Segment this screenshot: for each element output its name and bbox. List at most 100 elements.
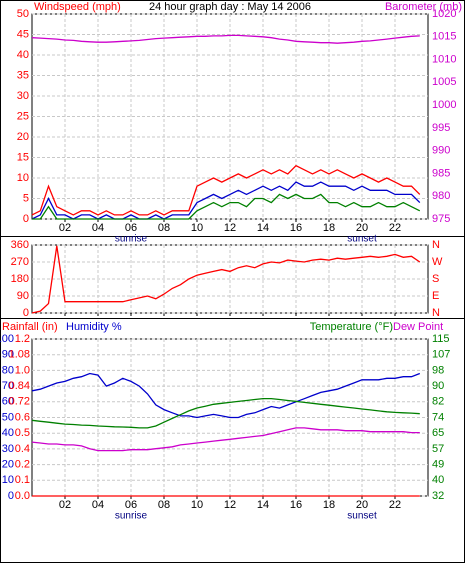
y2-tick-label: 49 <box>432 459 444 471</box>
series-line <box>31 245 421 314</box>
y2-tick-label: 90 <box>432 380 444 392</box>
y2-tick-label: 74 <box>432 411 444 423</box>
x-tick-label: 10 <box>191 499 203 511</box>
series-line <box>31 164 421 216</box>
legend-label: Rainfall (in) <box>2 321 58 333</box>
y-tick-label: 360 <box>11 239 29 251</box>
y-axis-label: Windspeed (mph) <box>34 1 121 13</box>
y-tick-label: 270 <box>11 256 29 268</box>
y-tick-label: 20 <box>2 459 14 471</box>
y3-tick-label: 0.2 <box>15 459 30 471</box>
x-tick-label: 20 <box>356 222 368 234</box>
x-tick-label: 12 <box>224 499 236 511</box>
y-tick-label: 0 <box>8 490 14 502</box>
y3-tick-label: 0.0 <box>15 490 30 502</box>
x-tick-label: 14 <box>257 222 269 234</box>
y2-axis-label: Barometer (mb) <box>385 1 462 13</box>
y2-tick-label: N <box>432 307 440 319</box>
y2-tick-label: 1015 <box>432 31 456 43</box>
chart-title: 24 hour graph day : May 14 2006 <box>149 1 311 13</box>
x-tick-label: 14 <box>257 499 269 511</box>
y3-tick-label: 1.2 <box>15 333 30 345</box>
y2-tick-label: 115 <box>432 333 450 345</box>
y2-tick-label: 107 <box>432 349 450 361</box>
y-tick-label: 90 <box>17 290 29 302</box>
y-tick-label: 10 <box>17 172 29 184</box>
annotation: sunset <box>347 234 377 245</box>
series-line <box>31 34 420 44</box>
y-tick-label: 50 <box>17 8 29 20</box>
y2-tick-label: 990 <box>432 145 450 157</box>
x-tick-label: 22 <box>389 499 401 511</box>
y2-tick-label: 57 <box>432 443 444 455</box>
legend-label: Temperature (°F) <box>310 321 393 333</box>
y3-tick-label: 0.5 <box>15 427 30 439</box>
y-tick-label: 50 <box>2 411 14 423</box>
y-tick-label: 0 <box>23 307 29 319</box>
series-line <box>31 427 420 452</box>
annotation: sunrise <box>115 511 148 522</box>
y3-tick-label: 0.84 <box>9 380 30 392</box>
y2-tick-label: 32 <box>432 490 444 502</box>
x-tick-label: 16 <box>290 499 302 511</box>
x-tick-label: 02 <box>59 222 71 234</box>
y-tick-label: 25 <box>17 110 29 122</box>
y3-tick-label: 0.1 <box>15 474 30 486</box>
y-tick-label: 60 <box>2 396 14 408</box>
y-tick-label: 20 <box>17 131 29 143</box>
y-tick-label: 10 <box>2 474 14 486</box>
annotation: sunset <box>347 511 377 522</box>
x-tick-label: 16 <box>290 222 302 234</box>
series-line <box>31 181 421 220</box>
y2-tick-label: 980 <box>432 190 450 202</box>
x-tick-label: 18 <box>323 499 335 511</box>
y-tick-label: 40 <box>2 427 14 439</box>
x-tick-label: 06 <box>125 499 137 511</box>
x-tick-label: 08 <box>158 499 170 511</box>
legend-label: Humidity % <box>66 321 122 333</box>
y2-tick-label: 82 <box>432 396 444 408</box>
y2-tick-label: 995 <box>432 122 450 134</box>
y2-tick-label: 985 <box>432 167 450 179</box>
series-line <box>32 193 421 220</box>
x-tick-label: 02 <box>59 499 71 511</box>
y-tick-label: 80 <box>2 364 14 376</box>
series-line <box>31 372 421 419</box>
x-tick-label: 12 <box>224 222 236 234</box>
x-tick-label: 04 <box>92 499 104 511</box>
x-tick-label: 22 <box>389 222 401 234</box>
y-tick-label: 35 <box>17 69 29 81</box>
y2-tick-label: 975 <box>432 213 450 225</box>
y3-tick-label: 1.08 <box>9 349 30 361</box>
y3-tick-label: 1.0 <box>15 364 30 376</box>
y2-tick-label: S <box>432 273 439 285</box>
y2-tick-label: W <box>432 256 443 268</box>
x-tick-label: 10 <box>191 222 203 234</box>
y2-tick-label: N <box>432 239 440 251</box>
y2-tick-label: 98 <box>432 364 444 376</box>
y3-tick-label: 0.72 <box>9 396 30 408</box>
y2-tick-label: 1010 <box>432 53 456 65</box>
y2-tick-label: 1020 <box>432 8 456 20</box>
y2-tick-label: 1000 <box>432 99 456 111</box>
y-tick-label: 0 <box>23 213 29 225</box>
x-tick-label: 20 <box>356 499 368 511</box>
y-tick-label: 180 <box>11 273 29 285</box>
y2-tick-label: 40 <box>432 474 444 486</box>
y-tick-label: 5 <box>23 192 29 204</box>
x-tick-label: 04 <box>92 222 104 234</box>
series-line <box>31 397 420 429</box>
y-tick-label: 40 <box>17 49 29 61</box>
y-tick-label: 15 <box>17 151 29 163</box>
x-tick-label: 18 <box>323 222 335 234</box>
y2-tick-label: 65 <box>432 427 444 439</box>
y3-tick-label: 0.6 <box>15 411 30 423</box>
y-tick-label: 90 <box>2 349 14 361</box>
x-tick-label: 06 <box>125 222 137 234</box>
y-tick-label: 45 <box>17 28 29 40</box>
y-tick-label: 100 <box>0 333 14 345</box>
y-tick-label: 30 <box>17 90 29 102</box>
y-tick-label: 70 <box>2 380 14 392</box>
x-tick-label: 08 <box>158 222 170 234</box>
y-tick-label: 30 <box>2 443 14 455</box>
